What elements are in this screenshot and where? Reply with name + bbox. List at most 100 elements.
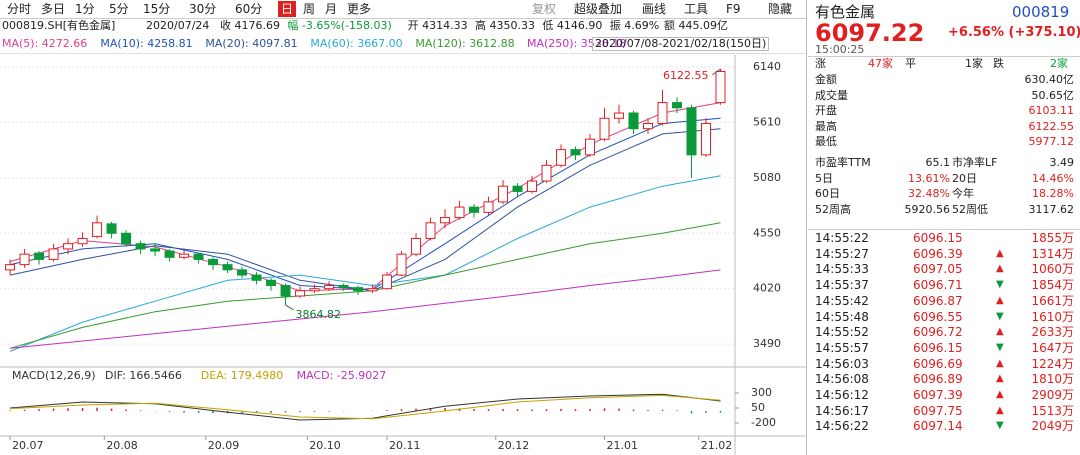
trade-time: 14:56:12	[815, 388, 869, 402]
candle-body	[251, 274, 262, 281]
y-tick-label: 3490	[753, 337, 781, 350]
ma-label: MA(60): 3667.00	[310, 37, 403, 50]
trade-price: 6096.89	[913, 372, 963, 387]
x-tick-label: 20.10	[309, 439, 341, 452]
x-tick-label: 21.02	[701, 439, 733, 452]
quote-panel	[808, 0, 1080, 455]
ma-label: MA(10): 4258.81	[100, 37, 193, 50]
candle-body	[657, 102, 668, 124]
candle-body	[150, 248, 161, 252]
info-date: 2020/07/24	[146, 19, 210, 32]
breadth-item: 2家	[1050, 57, 1068, 70]
candle-body	[280, 285, 291, 297]
trade-volume: 1855万	[1031, 231, 1074, 245]
candle-body	[599, 117, 610, 140]
annotation-leader	[285, 304, 294, 311]
toolbar-button[interactable]: 工具	[684, 2, 709, 16]
candle-body	[92, 222, 103, 237]
x-tick-label: 20.07	[12, 439, 44, 452]
trade-volume: 1513万	[1031, 403, 1074, 418]
candle-body	[527, 180, 538, 192]
toolbar-button[interactable]: 更多	[347, 2, 372, 16]
stat-label: 今年	[952, 187, 974, 200]
stat-label: 成交量	[815, 88, 848, 102]
trade-volume: 1854万	[1031, 278, 1074, 293]
toolbar-button[interactable]: 画线	[642, 2, 667, 16]
stat-label: 金额	[815, 73, 837, 86]
y-tick-label: 300	[751, 386, 772, 399]
toolbar-button[interactable]: 日	[278, 1, 297, 17]
stat-value: 50.65亿	[1031, 88, 1075, 102]
macd-line	[10, 394, 721, 420]
toolbar-button[interactable]: 多日	[41, 2, 66, 16]
candle-body	[570, 149, 581, 156]
toolbar-button[interactable]: 复权	[532, 2, 557, 16]
ma-line	[9, 128, 721, 292]
candle-body	[454, 206, 465, 219]
trade-time: 14:55:42	[815, 293, 869, 308]
trade-price: 6097.39	[913, 388, 963, 402]
candle-body	[469, 206, 480, 213]
y-tick-label: 5080	[753, 171, 781, 184]
toolbar-button[interactable]: F9	[726, 2, 741, 16]
stat-value: 65.1	[925, 156, 951, 169]
toolbar-button[interactable]: 隐藏	[768, 2, 793, 16]
candle-body	[585, 138, 596, 156]
stat-label: 52周高	[815, 202, 851, 216]
info-item: 低 4146.90	[542, 19, 603, 32]
toolbar-button[interactable]: 月	[325, 2, 338, 16]
trade-time: 14:55:37	[815, 278, 869, 293]
trade-volume: 2049万	[1031, 419, 1074, 434]
trade-time: 14:56:22	[815, 419, 869, 434]
candle-body	[498, 185, 509, 203]
ma-label: MA(20): 4097.81	[205, 37, 298, 50]
trade-volume: 1610万	[1031, 309, 1074, 324]
stat-label: 市盈率TTM	[815, 156, 871, 169]
info-item: 振 4.69%	[609, 19, 660, 32]
y-tick-label: 5610	[753, 115, 781, 128]
candle-body	[411, 237, 422, 255]
y-tick-label: 50	[751, 401, 765, 414]
annotation: 6122.55	[663, 69, 709, 82]
chart: 3490 4020 4550 5080 5610 6140 6122.55 3864.82 MA…	[0, 55, 806, 455]
trade-arrow: ▲	[996, 357, 1004, 369]
toolbar-button[interactable]: 周	[303, 2, 316, 16]
candle-body	[672, 102, 683, 109]
candle-body	[338, 285, 349, 289]
candle-body	[193, 253, 204, 260]
breadth-item: 47家	[868, 57, 893, 70]
breadth-item: 涨	[815, 57, 826, 70]
toolbar-button[interactable]: 60分	[235, 2, 263, 16]
y-tick-label: -200	[751, 416, 776, 429]
toolbar-button[interactable]: 5分	[109, 2, 129, 16]
toolbar-button[interactable]: 1分	[75, 2, 95, 16]
trade-time: 14:55:57	[815, 340, 869, 355]
candle-body	[396, 253, 407, 276]
annotation-leader	[712, 68, 721, 76]
toolbar-button[interactable]: 15分	[143, 2, 171, 16]
trade-arrow: ▲	[996, 247, 1004, 259]
stat-value: 13.61%	[908, 171, 950, 185]
x-tick-label: 20.08	[106, 439, 137, 452]
candle-body	[34, 252, 45, 260]
candle-body	[266, 279, 277, 287]
ma-label: MA(250): 3538.18	[527, 37, 627, 50]
breadth-item: 跌	[993, 57, 1004, 70]
toolbar-button[interactable]: 30分	[189, 2, 217, 16]
x-tick-label: 20.09	[208, 439, 240, 452]
toolbar-button[interactable]: 分时	[7, 2, 32, 16]
candle-body	[367, 288, 378, 292]
info-item: 收 4176.69	[220, 19, 280, 32]
candle-body	[628, 112, 639, 130]
candle-body	[556, 149, 567, 166]
trade-volume: 2633万	[1031, 325, 1074, 340]
candle-body	[440, 217, 451, 224]
toolbar-button[interactable]: 超级叠加	[574, 2, 623, 16]
stat-value: 3117.62	[1028, 202, 1075, 216]
candle-body	[643, 122, 654, 130]
trade-arrow: ▲	[996, 404, 1004, 416]
info-item: 开 4314.33	[407, 19, 468, 32]
candle-body	[541, 164, 552, 182]
trade-arrow: ▼	[996, 279, 1004, 291]
